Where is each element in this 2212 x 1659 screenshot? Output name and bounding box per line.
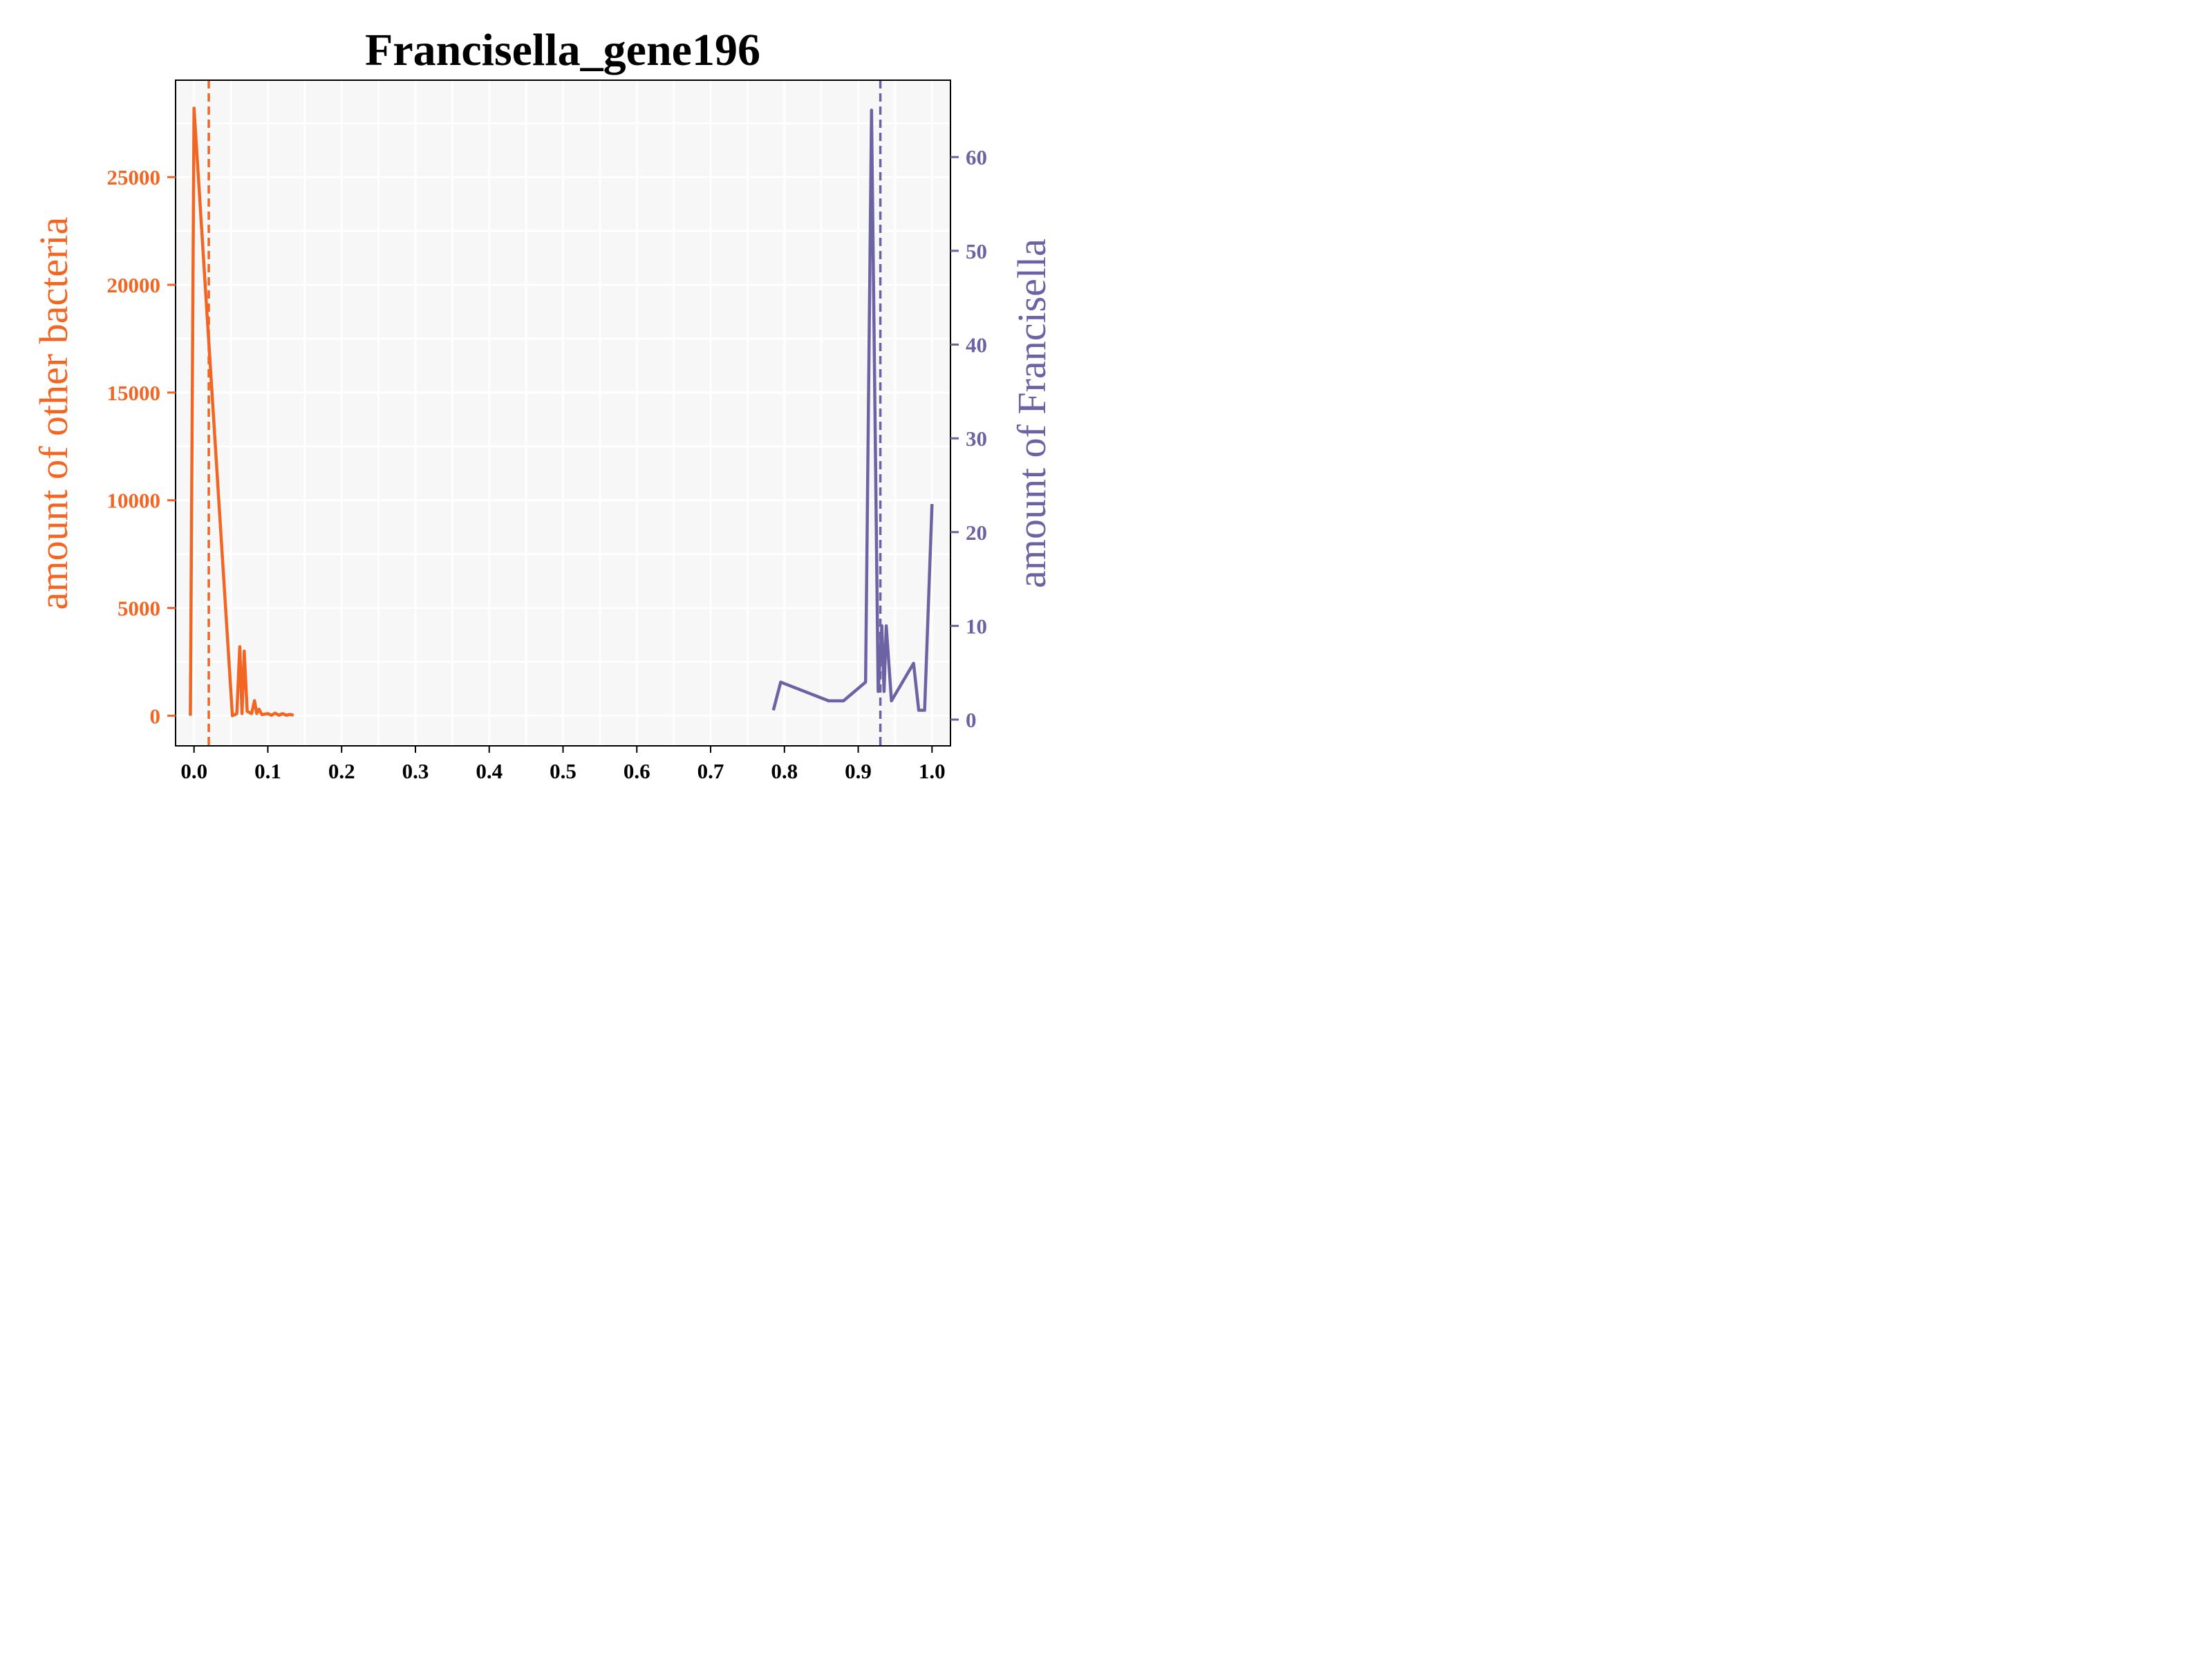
series-line-francisella — [771, 109, 934, 712]
y-right-tick-label: 60 — [966, 145, 987, 169]
y-right-tick-label: 40 — [966, 332, 987, 357]
series-line-other-bacteria — [189, 106, 294, 718]
y-axis-right-label: amount of Francisella — [1009, 238, 1054, 588]
x-tick-label: 0.0 — [180, 759, 207, 783]
x-tick-label: 0.7 — [697, 759, 724, 783]
x-tick-label: 0.3 — [402, 759, 429, 783]
y-left-tick-label: 10000 — [107, 489, 161, 513]
grid — [176, 80, 950, 746]
x-tick-label: 0.8 — [771, 759, 798, 783]
x-tick-label: 0.6 — [624, 759, 650, 783]
y-axis-right-ticks: 0 10 20 30 40 50 60 — [950, 145, 987, 732]
x-tick-label: 0.5 — [550, 759, 577, 783]
chart-title: Francisella_gene196 — [365, 25, 760, 75]
y-left-tick-label: 5000 — [118, 597, 160, 621]
y-left-tick-label: 0 — [150, 704, 161, 728]
y-left-tick-label: 15000 — [107, 381, 161, 405]
y-left-tick-label: 25000 — [107, 165, 161, 189]
series-layer — [189, 106, 934, 718]
chart-svg: 0.0 0.1 0.2 0.3 0.4 0.5 0.6 0.7 0.8 0.9 1.0 0 5000 1… — [31, 25, 1054, 783]
y-right-tick-label: 50 — [966, 239, 987, 263]
x-tick-label: 0.2 — [328, 759, 355, 783]
y-right-tick-label: 30 — [966, 427, 987, 451]
x-tick-label: 0.9 — [845, 759, 872, 783]
y-right-tick-label: 0 — [966, 708, 977, 732]
y-axis-left-label: amount of other bacteria — [31, 217, 76, 610]
x-tick-label: 0.1 — [254, 759, 281, 783]
x-tick-label: 0.4 — [476, 759, 503, 783]
x-axis-ticks: 0.0 0.1 0.2 0.3 0.4 0.5 0.6 0.7 0.8 0.9 1.0 — [180, 746, 946, 783]
y-right-tick-label: 10 — [966, 614, 987, 638]
chart: 0.0 0.1 0.2 0.3 0.4 0.5 0.6 0.7 0.8 0.9 1.0 0 5000 1… — [0, 0, 1069, 802]
y-left-tick-label: 20000 — [107, 273, 161, 297]
x-tick-label: 1.0 — [919, 759, 946, 783]
y-right-tick-label: 20 — [966, 521, 987, 545]
y-axis-left-ticks: 0 5000 10000 15000 20000 25000 — [107, 165, 176, 728]
